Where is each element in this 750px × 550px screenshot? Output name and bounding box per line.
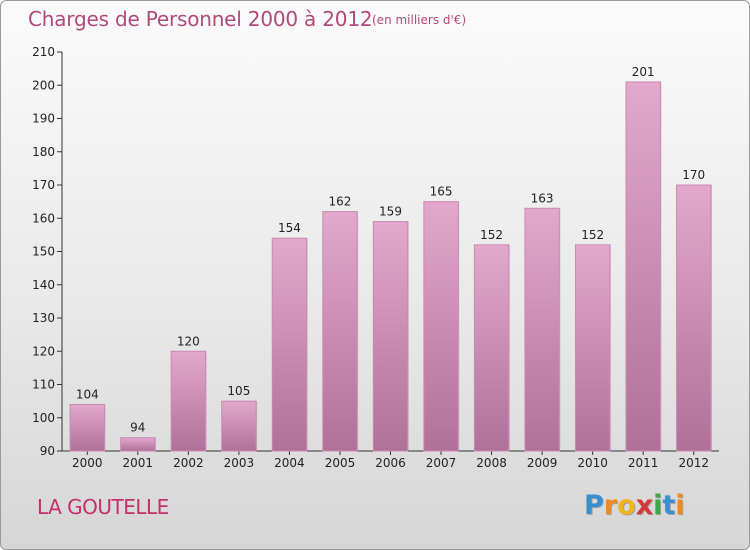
bar [271,237,308,452]
logo-letter: r [603,490,618,521]
x-tick-label: 2012 [678,456,709,470]
x-tick-label: 2001 [123,456,154,470]
x-axis: 2000 2001 2002 2003 2004 2005 2006 2007 2008 2009… [62,450,719,470]
logo-letter: i [675,490,685,521]
bar-value-label: 104 [76,387,99,401]
bar [676,184,712,452]
y-tick-label: 210 [32,45,55,59]
y-tick-label: 110 [32,378,55,392]
x-tick-label: 2011 [628,456,659,470]
bar-value-label: 159 [379,205,402,219]
y-axis: 90 100 110 120 130 140 150 160 170 180 190 200 210 [32,45,63,458]
bars: 104 94 120 105 154 162 159 165 152 163 152 201 170 [69,65,712,452]
bar-value-label: 170 [682,168,705,182]
y-tick-label: 200 [32,78,55,92]
bar [423,201,459,452]
chart-title: Charges de Personnel 2000 à 2012 [28,7,373,31]
bar-value-label: 152 [480,228,503,242]
y-tick-label: 140 [32,278,55,292]
y-tick-label: 160 [32,211,55,225]
bar-value-label: 152 [581,228,604,242]
logo-letter: i [653,490,663,521]
logo-letter: t [662,490,676,521]
bar [372,221,409,452]
bar-value-label: 163 [531,191,554,205]
bar [69,403,105,452]
bar [524,207,560,452]
bar-value-label: 105 [227,384,250,398]
y-tick-label: 120 [32,344,55,358]
bar [473,244,510,452]
x-tick-label: 2002 [173,456,204,470]
x-tick-label: 2003 [224,456,255,470]
proxiti-logo[interactable]: Proxiti [584,490,685,521]
logo-letter: o [617,490,636,521]
bar-value-label: 94 [130,421,145,435]
bar [322,211,358,452]
y-tick-label: 170 [32,178,55,192]
x-tick-label: 2007 [426,456,457,470]
logo-letter: P [584,490,604,521]
y-tick-label: 190 [32,112,55,126]
y-tick-label: 180 [32,145,55,159]
x-tick-label: 2005 [325,456,356,470]
bar [574,244,611,452]
bar [221,400,257,452]
y-tick-label: 100 [32,411,55,425]
y-tick-label: 90 [40,444,55,458]
bar-value-label: 201 [632,65,655,79]
x-tick-label: 2000 [72,456,103,470]
bar-value-label: 120 [177,334,200,348]
commune-name: LA GOUTELLE [37,495,169,519]
bar-value-label: 165 [430,185,453,199]
x-tick-label: 2008 [476,456,507,470]
x-tick-label: 2004 [274,456,305,470]
bar-value-label: 162 [329,195,352,209]
chart-subtitle: (en milliers d'€) [372,13,467,27]
bar [120,437,156,452]
x-tick-label: 2009 [527,456,558,470]
y-tick-label: 150 [32,245,55,259]
bar [625,81,661,452]
bar [170,350,207,452]
x-tick-label: 2010 [577,456,608,470]
y-tick-label: 130 [32,311,55,325]
bar-value-label: 154 [278,221,301,235]
x-tick-label: 2006 [375,456,406,470]
logo-letter: x [635,490,654,521]
